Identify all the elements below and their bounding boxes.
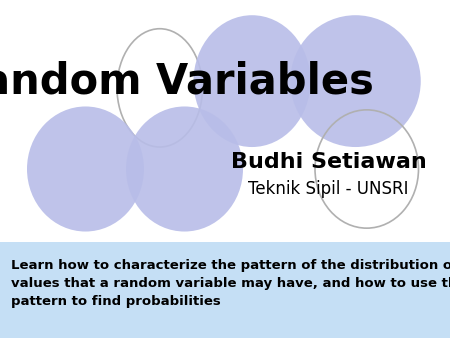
Text: Learn how to characterize the pattern of the distribution of
values that a rando: Learn how to characterize the pattern of… (11, 259, 450, 308)
Text: Random Variables: Random Variables (0, 60, 374, 102)
Ellipse shape (27, 106, 144, 232)
Bar (0, 242, 450, 338)
Ellipse shape (194, 15, 310, 147)
Text: Budhi Setiawan: Budhi Setiawan (230, 152, 427, 172)
Ellipse shape (126, 106, 243, 232)
Text: Teknik Sipil - UNSRI: Teknik Sipil - UNSRI (248, 180, 409, 198)
Ellipse shape (290, 15, 421, 147)
